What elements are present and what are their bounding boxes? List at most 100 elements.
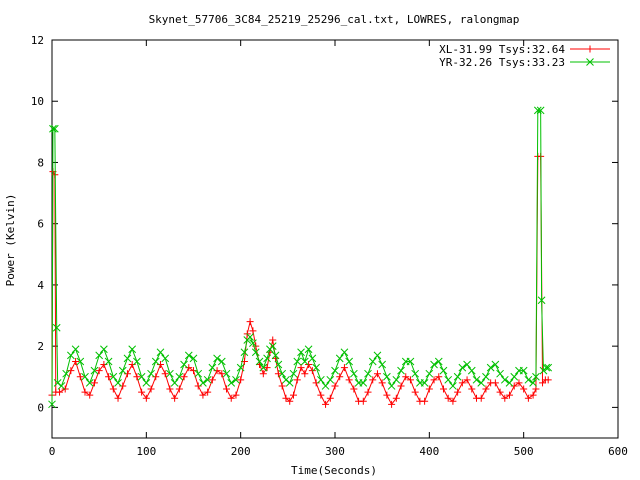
data-point (271, 351, 280, 360)
data-point (72, 357, 80, 365)
data-point (373, 370, 381, 378)
data-point (510, 372, 519, 381)
data-point (175, 372, 184, 381)
data-point (52, 323, 61, 332)
data-point (138, 388, 146, 396)
data-point (76, 357, 85, 366)
data-point (246, 333, 254, 341)
data-point (185, 364, 193, 372)
data-point (336, 373, 344, 381)
data-point (142, 394, 150, 402)
data-point (90, 379, 98, 387)
x-tick-label: 400 (419, 445, 439, 458)
data-point (208, 363, 217, 372)
data-point (420, 379, 429, 387)
data-point (227, 379, 236, 387)
data-point (425, 369, 434, 378)
data-point (95, 367, 103, 375)
data-point (269, 336, 277, 344)
data-point (439, 366, 448, 375)
data-point (308, 367, 316, 375)
data-point (544, 376, 552, 384)
data-point (282, 375, 290, 384)
data-point (180, 373, 188, 381)
data-point (100, 345, 108, 354)
data-point (510, 382, 518, 390)
data-point (123, 370, 131, 378)
data-point (268, 342, 277, 351)
data-point (289, 391, 297, 399)
data-point (532, 385, 540, 393)
data-point (316, 375, 325, 384)
data-point (482, 385, 490, 393)
data-point (536, 106, 545, 115)
data-point (406, 376, 414, 384)
data-point (223, 385, 231, 393)
data-point (544, 363, 553, 372)
data-point (463, 360, 471, 369)
data-point (109, 372, 118, 381)
data-point (278, 369, 287, 378)
data-point (454, 388, 462, 396)
data-point (505, 379, 514, 387)
data-point (142, 379, 151, 387)
data-point (95, 351, 104, 360)
data-point (123, 354, 132, 363)
data-point (533, 106, 542, 115)
legend-marker-xl (586, 45, 594, 53)
data-point (76, 373, 84, 381)
legend-label-xl: XL-31.99 Tsys:32.64 (439, 43, 565, 56)
x-tick-label: 100 (136, 445, 156, 458)
data-point (322, 400, 330, 408)
data-point (166, 385, 174, 393)
data-point (506, 391, 514, 399)
data-point (486, 363, 495, 372)
data-point (500, 375, 509, 384)
data-point (439, 385, 447, 393)
data-point (364, 388, 372, 396)
data-point (453, 372, 462, 381)
data-point (81, 388, 89, 396)
data-point (331, 382, 339, 390)
data-point (133, 373, 141, 381)
data-point (406, 357, 415, 366)
data-point (434, 357, 443, 366)
data-point (67, 367, 75, 375)
data-point (359, 397, 367, 405)
data-point (430, 360, 438, 369)
data-point (105, 373, 113, 381)
y-axis-label: Power (Kelvin) (4, 194, 17, 287)
data-point (240, 348, 249, 357)
data-point (147, 369, 155, 378)
data-point (491, 379, 499, 387)
data-point (217, 357, 226, 366)
data-point (293, 376, 301, 384)
y-tick-label: 10 (31, 95, 44, 108)
data-point (326, 375, 335, 384)
legend-label-yr: YR-32.26 Tsys:33.23 (439, 56, 565, 69)
data-point (359, 379, 368, 387)
data-point (317, 391, 325, 399)
x-tick-label: 500 (514, 445, 534, 458)
data-point (285, 379, 294, 387)
data-point (326, 394, 334, 402)
data-point (152, 373, 160, 381)
data-point (213, 354, 221, 363)
data-point (227, 394, 235, 402)
data-point (189, 354, 198, 363)
y-tick-label: 8 (37, 156, 44, 169)
data-point (392, 394, 400, 402)
data-point (166, 369, 174, 378)
axis-ticks: 0 100 200 300 400 500 600 0 2 4 6 8 10 12 (31, 34, 628, 458)
data-point (249, 339, 257, 347)
data-point (463, 376, 471, 384)
data-point (383, 391, 391, 399)
data-point (199, 391, 207, 399)
data-point (312, 363, 320, 372)
data-point (86, 391, 94, 399)
data-point (305, 361, 313, 369)
data-point (175, 385, 183, 393)
data-point (133, 357, 141, 366)
data-point (340, 364, 348, 372)
